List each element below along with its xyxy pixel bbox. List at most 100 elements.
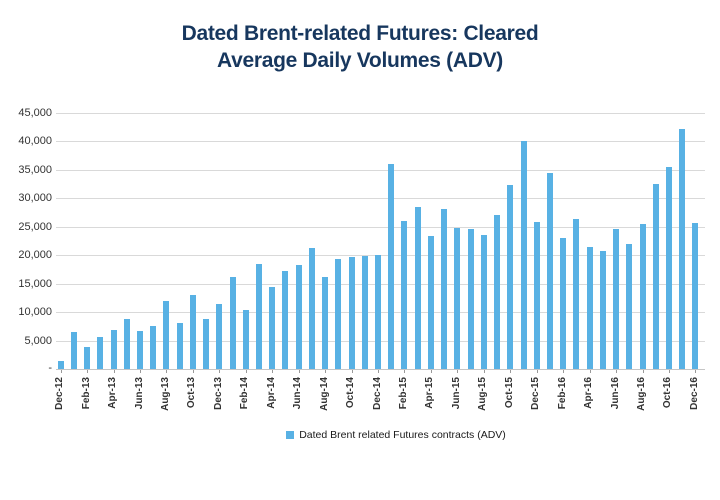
bar [84,347,91,369]
x-axis-label: Jun-14 [292,377,304,410]
chart-title-line2: Average Daily Volumes (ADV) [217,49,503,72]
x-axis-label: Oct-16 [662,377,674,409]
x-axis-tick [166,370,168,373]
bar [335,259,342,369]
bar [216,304,223,369]
gridline [56,227,705,228]
x-axis-tick [298,370,300,373]
bar [282,271,289,369]
x-axis-tick [536,370,538,373]
x-axis-label: Aug-14 [318,377,330,411]
bar [520,141,527,369]
bar [494,215,500,369]
bar [256,264,262,369]
x-axis-label: Aug-13 [159,377,171,411]
chart-legend: Dated Brent related Futures contracts (A… [36,429,720,441]
bar [123,319,130,369]
x-axis-tick [192,370,194,373]
bar [560,238,567,369]
x-axis-label: Dec-16 [688,377,700,410]
x-axis-label: Dec-14 [371,377,383,410]
y-axis-zero-label: - [48,362,52,374]
x-axis-label: Oct-15 [503,377,515,409]
bar [414,207,421,369]
legend-swatch-icon [286,431,295,439]
x-axis-label: Oct-14 [345,377,357,409]
x-axis-tick [272,370,274,373]
x-axis-tick [140,370,141,373]
bar [361,256,368,369]
x-axis-label: Aug-15 [477,377,489,411]
legend-label: Dated Brent related Futures contracts (A… [299,429,506,441]
bar [295,265,302,369]
x-axis-label: Dec-12 [54,377,66,410]
x-axis-tick [113,370,115,373]
bar [163,301,170,369]
y-axis-label: 25,000 [18,221,52,233]
bar [150,326,157,369]
bar [388,164,395,369]
x-axis-label: Feb-14 [239,377,251,410]
gridline [56,198,705,199]
x-axis-tick [483,370,485,373]
bar [613,229,619,369]
x-axis-label: Dec-15 [530,377,542,410]
x-axis-tick [510,370,512,373]
bar [480,235,487,369]
x-axis-tick [60,370,62,373]
bar [507,185,514,369]
x-axis-tick [668,370,670,373]
x-axis-label: Apr-14 [265,377,277,409]
x-axis-label: Oct-13 [186,377,198,409]
y-axis-label: 40,000 [18,135,52,147]
x-axis-label: Feb-16 [556,377,568,410]
x-axis-label: Dec-13 [212,377,224,410]
bar [586,247,593,369]
bar [427,236,434,369]
x-axis-label: Feb-13 [80,377,92,410]
x-axis-tick [325,370,327,373]
chart-title-line1: Dated Brent-related Futures: Cleared [181,22,539,45]
x-axis-label: Apr-15 [424,377,436,409]
bar [573,219,580,369]
bar [679,129,686,369]
x-axis-tick [351,370,353,373]
bar [639,224,646,369]
bar [348,257,355,369]
y-axis-label: 45,000 [18,107,52,119]
bar [70,332,77,369]
bar [454,228,461,369]
bar [176,323,183,369]
x-axis-tick [563,370,565,373]
x-axis-label: Feb-15 [397,377,409,410]
bar [97,337,104,369]
bar [269,287,276,369]
x-axis-label: Apr-16 [583,377,595,409]
bar [137,331,143,369]
x-axis-tick [457,370,459,373]
x-axis-tick [642,370,644,373]
x-axis-tick [589,370,591,373]
x-axis-tick [404,370,406,373]
y-axis-label: 20,000 [18,249,52,261]
x-axis-tick [616,370,617,373]
x-axis-label: Aug-16 [636,377,647,411]
x-axis-tick [695,370,697,373]
x-axis-tick [219,370,221,373]
bar [665,167,672,369]
bar [110,330,117,369]
bar [692,223,699,369]
bar [467,229,474,369]
bar [652,184,659,369]
y-axis-label: 35,000 [18,164,52,176]
bar [599,251,606,369]
gridline [56,113,705,114]
bar [242,310,249,369]
bar [375,255,381,369]
bar [401,221,408,369]
y-axis-label: 5,000 [24,335,52,347]
x-axis-label: Apr-13 [107,377,118,409]
y-axis-label: 30,000 [18,192,52,204]
x-axis-tick [430,370,432,373]
